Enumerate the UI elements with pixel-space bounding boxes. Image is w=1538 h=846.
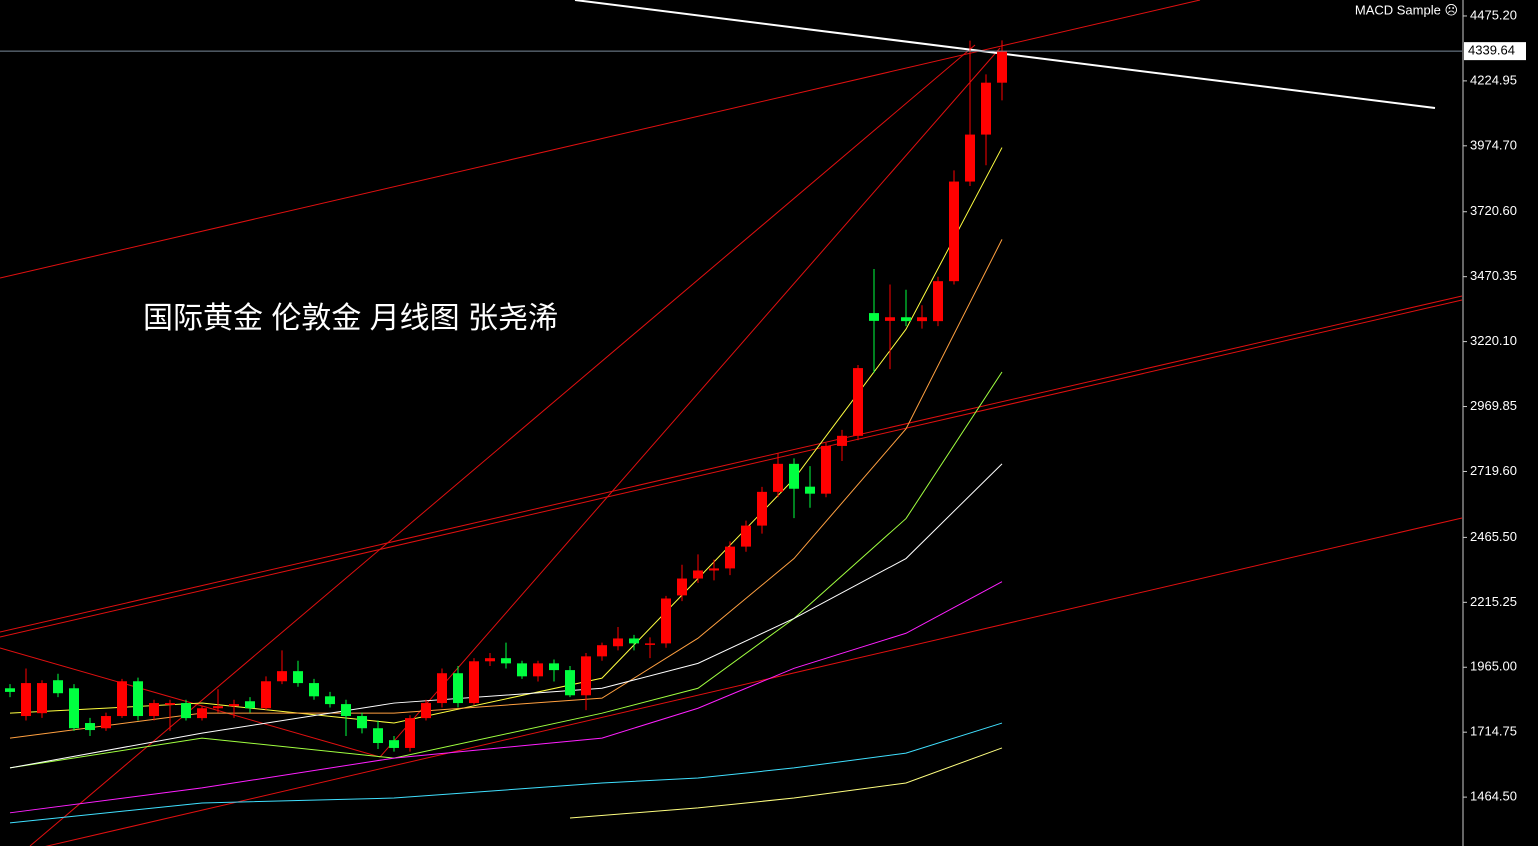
candle-body	[757, 491, 767, 526]
candle-body	[581, 656, 591, 696]
candle-body	[85, 723, 95, 731]
candle-body	[469, 661, 479, 704]
candle-body	[373, 728, 383, 744]
trend-line	[0, 299, 1463, 638]
candle-body	[485, 658, 495, 662]
trend-line	[0, 647, 381, 758]
y-tick-label: 2215.25	[1470, 594, 1517, 609]
candle-body	[549, 663, 559, 671]
candle-body	[869, 313, 879, 321]
candle-body	[5, 688, 15, 692]
candle-body	[453, 673, 463, 704]
trend-line	[0, 0, 1201, 279]
candle-body	[741, 525, 751, 547]
candle-body	[277, 671, 287, 682]
candle-body	[773, 463, 783, 492]
candle-body	[309, 683, 319, 697]
candle-body	[405, 718, 415, 748]
overlays	[9, 147, 1003, 824]
candle-body	[709, 568, 719, 571]
candle-body	[117, 681, 127, 717]
candle-body	[885, 317, 895, 321]
candle-body	[533, 663, 543, 677]
candle-body	[597, 645, 607, 657]
candle-body	[661, 598, 671, 644]
last-price-label: 4339.64	[1468, 43, 1515, 58]
candle-body	[565, 670, 575, 696]
candle-body	[789, 463, 799, 489]
candle-body	[501, 658, 511, 664]
candle-body	[37, 683, 47, 714]
candle-body	[837, 435, 847, 446]
candle-body	[229, 704, 239, 707]
y-tick-label: 3220.10	[1470, 333, 1517, 348]
candle-body	[213, 706, 223, 709]
candle-body	[437, 673, 447, 704]
y-tick-label: 3470.35	[1470, 268, 1517, 283]
candle-body	[853, 368, 863, 436]
trend-line	[45, 517, 1463, 846]
candle-body	[933, 281, 943, 322]
y-tick-label: 1464.50	[1470, 789, 1517, 804]
candle-body	[261, 681, 271, 709]
candle-body	[341, 704, 351, 717]
candle-body	[389, 740, 399, 748]
y-tick-label: 4224.95	[1470, 72, 1517, 87]
candle-body	[965, 134, 975, 182]
candle-body	[245, 701, 255, 709]
candle-body	[677, 578, 687, 596]
indicator-line	[9, 371, 1003, 769]
candle-body	[101, 716, 111, 729]
indicator-line	[9, 722, 1003, 824]
candle-body	[725, 546, 735, 569]
candle-body	[53, 680, 63, 694]
candle-body	[293, 671, 303, 684]
candle-body	[69, 688, 79, 729]
candle-body	[357, 716, 367, 729]
y-tick-label: 2969.85	[1470, 398, 1517, 413]
candle-body	[21, 683, 31, 717]
candle-body	[613, 638, 623, 647]
y-tick-label: 2719.60	[1470, 463, 1517, 478]
candle-body	[997, 51, 1007, 83]
trend-line	[379, 47, 1001, 758]
candle-body	[693, 570, 703, 579]
last-price-box	[1464, 42, 1526, 61]
candle-body	[325, 696, 335, 705]
y-tick-label: 1714.75	[1470, 724, 1517, 739]
y-tick-label: 1965.00	[1470, 659, 1517, 674]
trend-line	[0, 295, 1463, 633]
candle-body	[517, 663, 527, 677]
candle-body	[981, 82, 991, 135]
candle-body	[149, 703, 159, 717]
indicator-line	[569, 747, 1003, 819]
candle-body	[917, 317, 927, 322]
candle-body	[197, 708, 207, 719]
y-tick-label: 3974.70	[1470, 137, 1517, 152]
candle-body	[165, 703, 175, 705]
candle-body	[821, 445, 831, 494]
axis-labels: 4475.20 4224.95 3974.70 3720.60 3470.35 3220.…	[1463, 7, 1517, 804]
candle-body	[181, 703, 191, 719]
indicator-name: MACD Sample ☹	[1355, 2, 1458, 17]
y-tick-label: 4475.20	[1470, 7, 1517, 22]
candle-body	[805, 486, 815, 494]
candle-body	[133, 681, 143, 717]
chart-title: 国际黄金 伦敦金 月线图 张尧浠	[143, 302, 558, 335]
candle-body	[645, 643, 655, 645]
candle-body	[901, 317, 911, 322]
candle-body	[629, 638, 639, 644]
candle-body	[949, 181, 959, 282]
candle-body	[421, 703, 431, 719]
indicator-line	[9, 463, 1003, 769]
y-tick-label: 3720.60	[1470, 203, 1517, 218]
y-tick-label: 2465.50	[1470, 529, 1517, 544]
indicator-line	[9, 581, 1003, 814]
candles	[5, 40, 1007, 752]
